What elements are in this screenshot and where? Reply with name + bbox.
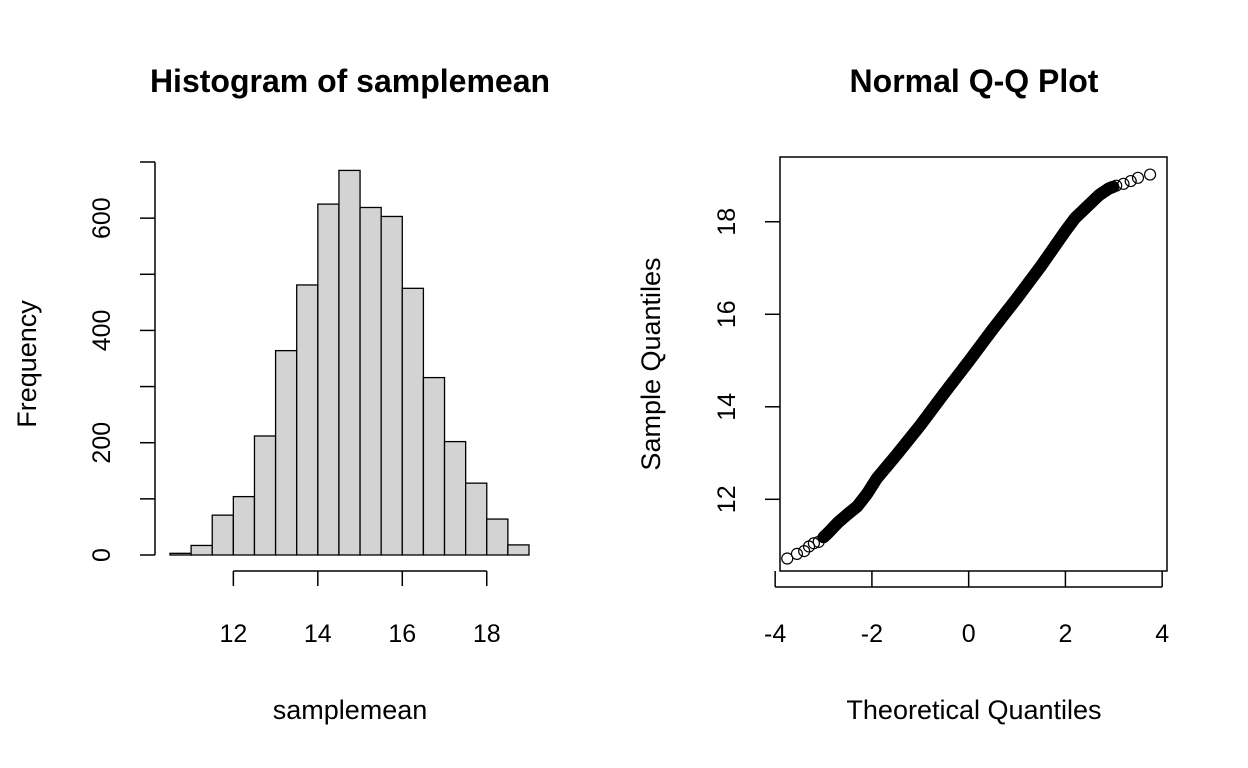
histogram-y-axis-title: Frequency xyxy=(12,300,42,428)
histogram-x-tick-label: 18 xyxy=(473,620,501,648)
qq-y-tick-label: 16 xyxy=(713,300,741,328)
qq-plot-frame xyxy=(779,156,1168,572)
histogram-bar xyxy=(169,552,192,556)
qq-point xyxy=(807,537,820,550)
histogram-y-tick-label: 400 xyxy=(88,310,116,352)
histogram-y-axis: 0 200 400 600 xyxy=(88,161,156,562)
histogram-bar xyxy=(507,544,530,556)
histogram-x-axis-title: samplemean xyxy=(273,695,428,725)
qq-y-axis-title: Sample Quantiles xyxy=(636,257,666,470)
qq-point xyxy=(790,547,804,560)
qq-point xyxy=(1143,168,1157,181)
qq-y-tick-label: 14 xyxy=(713,393,741,421)
histogram-bar xyxy=(422,376,446,556)
histogram-x-tick-label: 12 xyxy=(219,620,247,648)
qq-title: Normal Q-Q Plot xyxy=(850,63,1099,99)
histogram-title: Histogram of samplemean xyxy=(150,63,550,99)
qq-x-tick-label: 4 xyxy=(1155,620,1169,648)
histogram-bar xyxy=(464,482,488,556)
histogram-bar xyxy=(443,440,467,556)
qq-y-tick-label: 18 xyxy=(713,208,741,236)
histogram-bar xyxy=(338,169,361,556)
qq-x-axis: -4 -2 0 2 4 xyxy=(764,571,1169,648)
histogram-y-tick-label: 200 xyxy=(88,422,116,464)
histogram-bar xyxy=(211,514,235,556)
histogram-bar xyxy=(486,518,509,556)
histogram-bar xyxy=(253,435,277,556)
histogram-bars xyxy=(169,169,530,556)
qq-x-tick-label: -2 xyxy=(861,620,883,648)
histogram-x-tick-label: 14 xyxy=(304,620,332,648)
histogram-y-tick-label: 0 xyxy=(88,548,116,562)
histogram-x-axis: 12 14 16 18 xyxy=(219,570,501,648)
qq-x-tick-label: 0 xyxy=(962,620,976,648)
histogram-bar xyxy=(317,203,340,556)
qq-panel: Normal Q-Q Plot -4 -2 0 2 4 12 14 16 18 Theoret… xyxy=(636,63,1169,725)
qq-y-tick-label: 12 xyxy=(713,485,741,513)
histogram-bar xyxy=(401,287,425,556)
histogram-panel: Histogram of samplemean 12 14 16 18 0 200 400… xyxy=(12,63,550,725)
qq-points xyxy=(781,168,1157,565)
histogram-y-tick-label: 600 xyxy=(88,197,116,239)
qq-point xyxy=(798,545,811,558)
qq-x-axis-title: Theoretical Quantiles xyxy=(846,695,1101,725)
histogram-bar xyxy=(232,495,256,556)
qq-point xyxy=(1131,171,1145,184)
histogram-bar xyxy=(190,544,213,556)
qq-point xyxy=(1124,174,1137,188)
qq-x-tick-label: 2 xyxy=(1058,620,1072,648)
histogram-x-tick-label: 16 xyxy=(388,620,416,648)
histogram-bar xyxy=(274,349,298,556)
qq-y-axis: 12 14 16 18 xyxy=(713,208,780,513)
qq-point xyxy=(781,552,794,565)
histogram-bar xyxy=(296,284,319,556)
histogram-bar xyxy=(359,206,382,556)
histogram-bar xyxy=(380,215,403,556)
qq-point xyxy=(1117,177,1130,190)
qq-point xyxy=(1110,179,1123,192)
qq-point xyxy=(812,535,825,548)
qq-x-tick-label: -4 xyxy=(764,620,786,648)
